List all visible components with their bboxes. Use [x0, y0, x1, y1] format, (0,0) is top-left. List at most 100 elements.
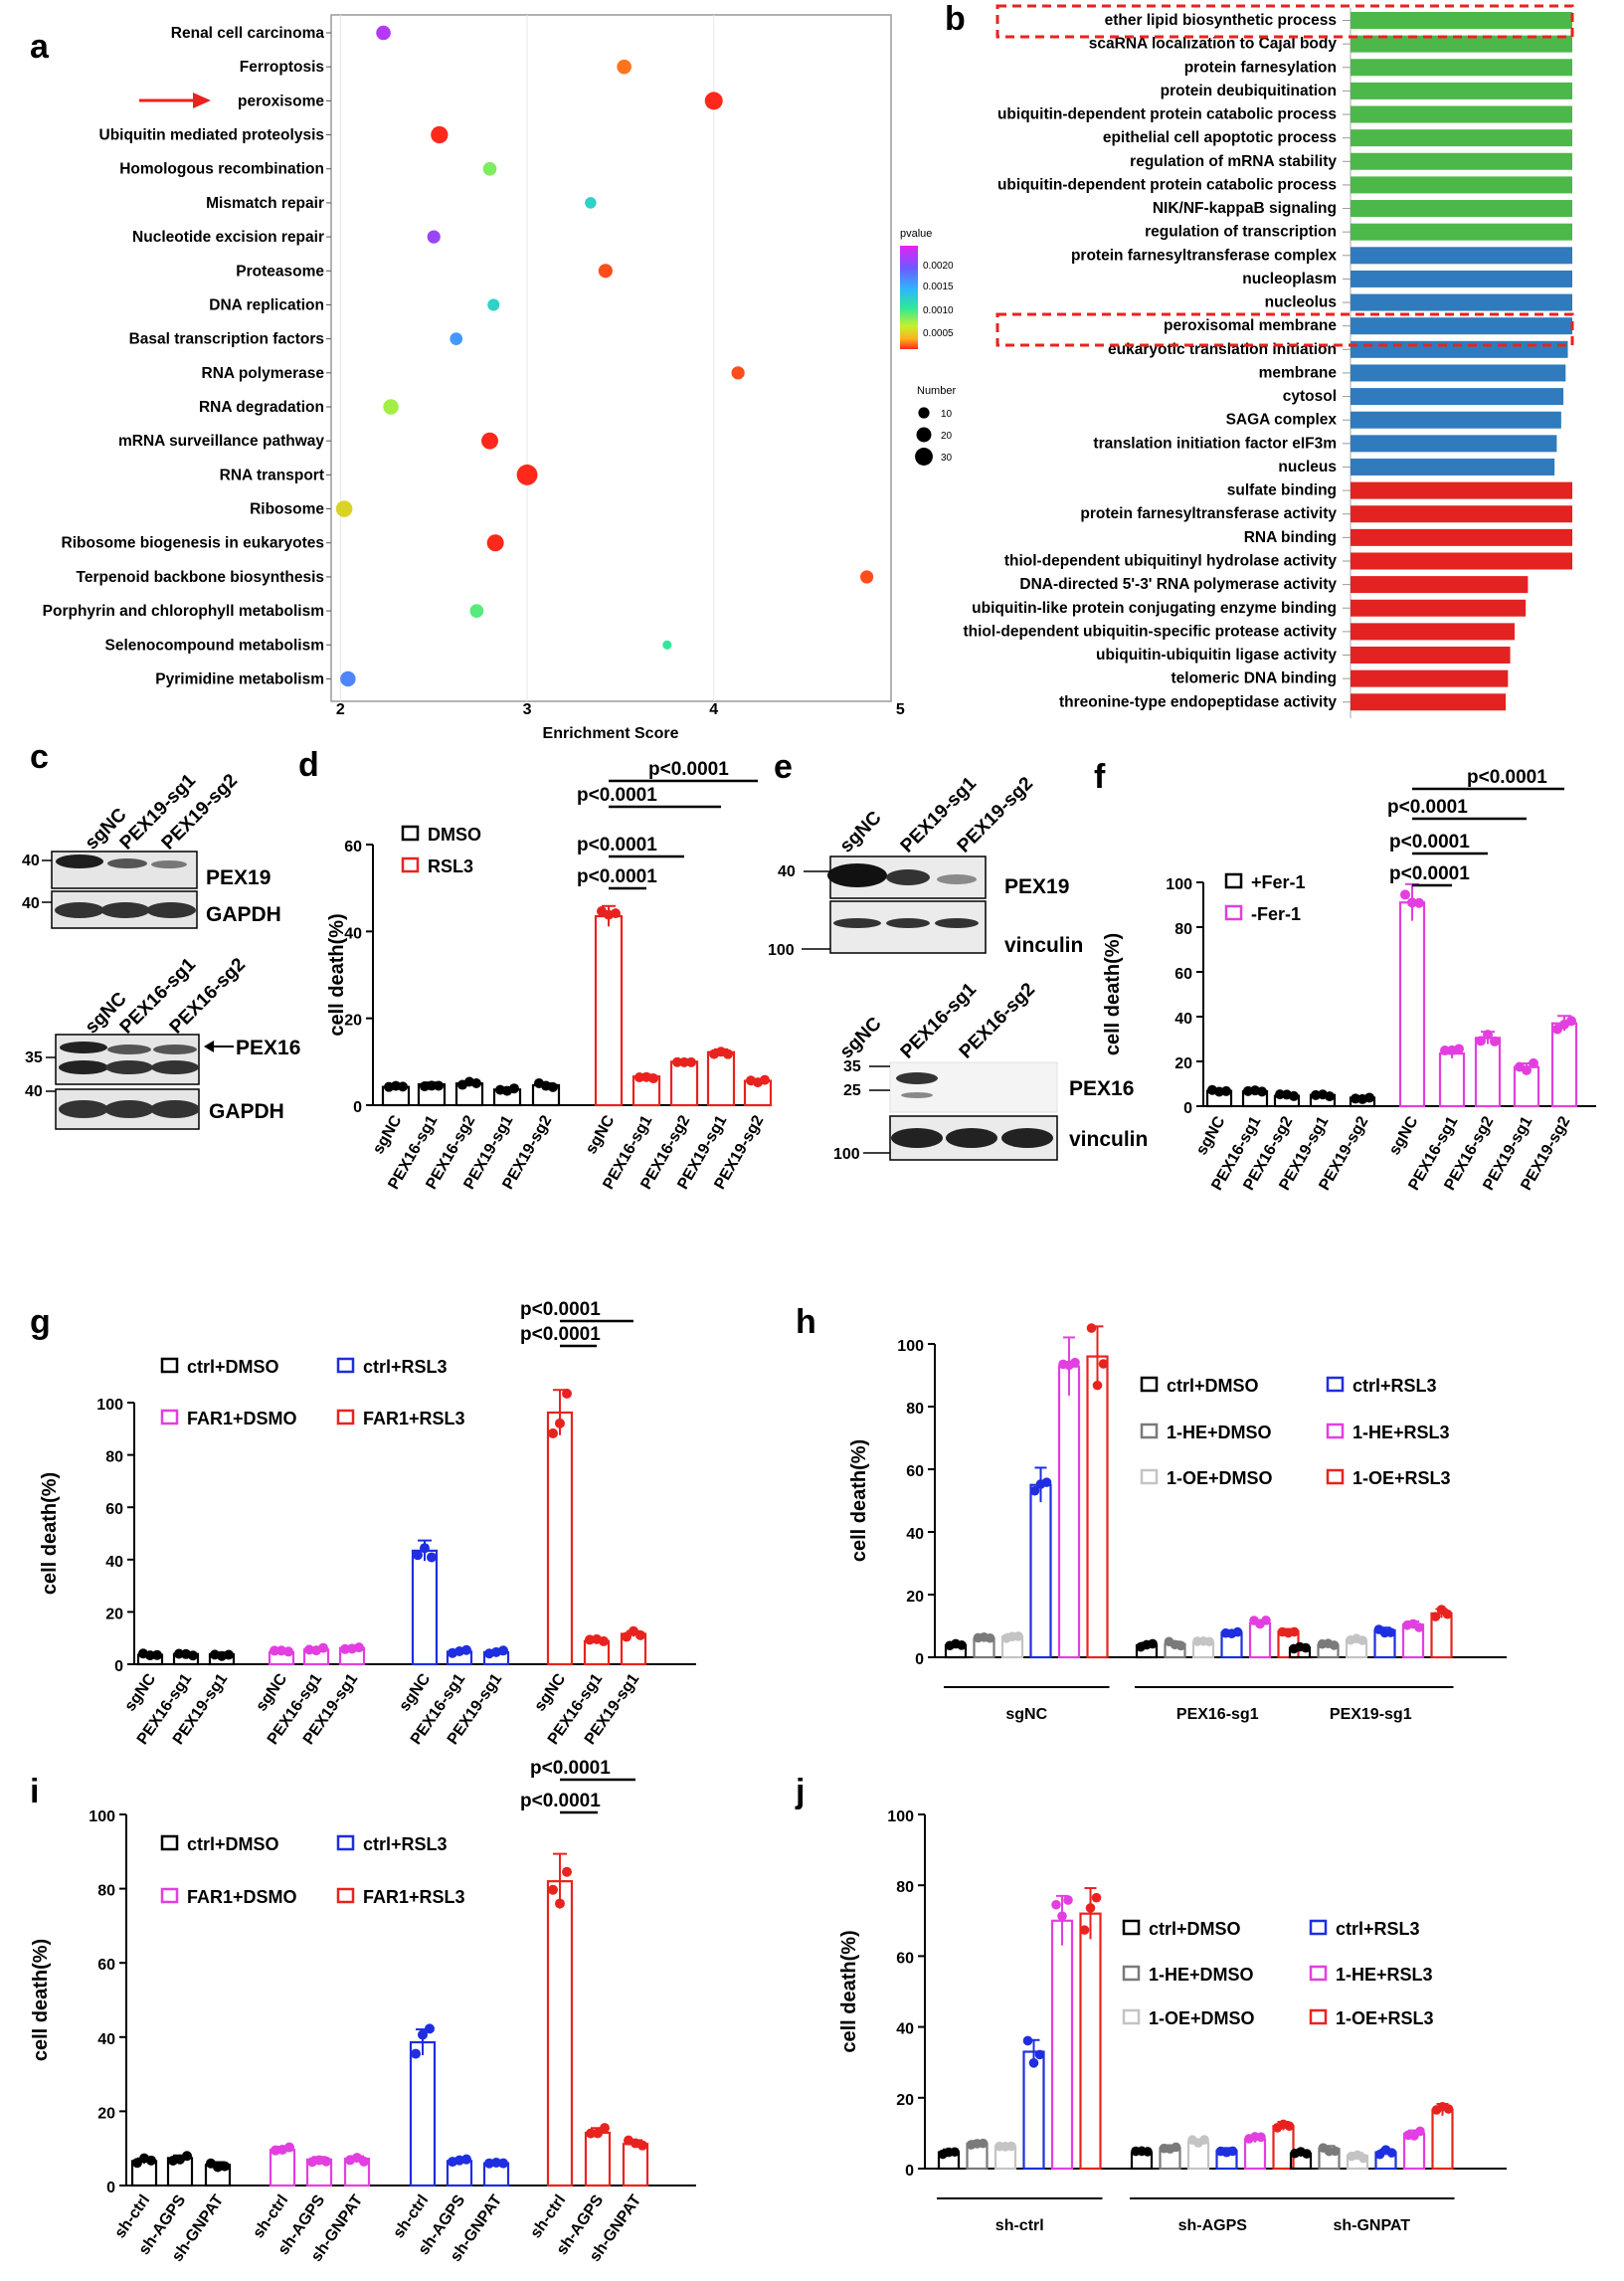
replicate-point: [1415, 2126, 1425, 2137]
band: [153, 1045, 197, 1054]
legend-label: ctrl+RSL3: [1353, 1376, 1437, 1396]
legend-label: ctrl+DMSO: [1167, 1376, 1259, 1396]
band: [886, 918, 930, 928]
replicate-point: [1070, 1357, 1080, 1368]
category-label: Nucleotide excision repair: [132, 229, 324, 246]
replicate-point: [1430, 1612, 1441, 1621]
replicate-point: [1442, 1609, 1453, 1619]
y-axis-label: cell death(%): [1102, 933, 1124, 1055]
legend-swatch: [1224, 872, 1243, 889]
replicate-point: [1221, 1085, 1231, 1096]
go-term-label: ubiquitin-ubiquitin ligase activity: [1096, 647, 1337, 664]
replicate-point: [1143, 2147, 1153, 2157]
dot-rna-transport: [516, 464, 538, 485]
replicate-point: [1034, 2049, 1045, 2060]
bar: [669, 1060, 699, 1107]
category-label: sgNC: [1386, 1113, 1422, 1158]
group-label: PEX19-sg1: [1330, 1706, 1412, 1723]
legend-label: 1-OE+DMSO: [1167, 1468, 1273, 1488]
replicate-point: [427, 1080, 437, 1091]
band-name: PEX19: [206, 866, 271, 889]
spacer: [890, 1056, 891, 1057]
y-tick-label: 80: [97, 1883, 115, 1900]
y-tick-label: 20: [896, 2092, 914, 2109]
y-axis-label: cell death(%): [326, 913, 348, 1036]
legend-swatch: [336, 1887, 355, 1904]
replicate-point: [957, 1640, 967, 1650]
y-tick-label: 100: [897, 1338, 924, 1355]
go-term-label: protein farnesyltransferase complex: [1071, 247, 1337, 264]
y-tick-label: 80: [105, 1449, 123, 1466]
replicate-point: [1227, 2146, 1238, 2157]
category-label: sgNC: [121, 1670, 159, 1714]
bar: [1029, 1483, 1052, 1659]
category-label: mRNA surveillance pathway: [118, 433, 324, 450]
band: [946, 1128, 997, 1148]
replicate-point: [1483, 1030, 1493, 1041]
y-tick-label: 20: [97, 2105, 115, 2122]
legend-label: 1-HE+RSL3: [1336, 1965, 1433, 1985]
go-bar: [1351, 388, 1564, 406]
p-value-label: p<0.0001: [520, 1791, 601, 1811]
replicate-point: [498, 1645, 508, 1656]
replicate-point: [1091, 1892, 1102, 1903]
replicate-point: [270, 1645, 279, 1656]
legend-label: RSL3: [428, 856, 473, 876]
y-tick-label: 20: [105, 1606, 123, 1622]
replicate-point: [1284, 2121, 1295, 2132]
legend-swatch: [160, 1887, 179, 1904]
legend-label: +Fer-1: [1251, 872, 1306, 892]
bar: [706, 1050, 736, 1107]
category-label: sgNC: [1193, 1113, 1229, 1158]
category-label: Ribosome: [250, 501, 324, 518]
go-term-label: thiol-dependent ubiquitinyl hydrolase ac…: [1004, 552, 1338, 569]
category-label: Terpenoid backbone biosynthesis: [77, 569, 324, 586]
legend-label: FAR1+DSMO: [187, 1887, 297, 1907]
y-tick-label: 40: [97, 2031, 115, 2048]
replicate-point: [188, 1650, 198, 1661]
category-label: peroxisome: [238, 93, 324, 109]
highlight-box-ether-lipid: [995, 4, 1574, 39]
y-tick-label: 0: [905, 2163, 914, 2180]
legend-swatch: [1140, 1423, 1159, 1439]
replicate-point: [1041, 1477, 1052, 1487]
legend-swatch: [1326, 1423, 1345, 1439]
lane-label: sgNC: [836, 1013, 886, 1062]
category-label: DNA replication: [209, 296, 324, 313]
band-name: vinculin: [1004, 934, 1083, 957]
replicate-point: [182, 2151, 192, 2162]
bar: [1243, 2138, 1267, 2171]
y-tick-label: 0: [1183, 1100, 1192, 1117]
bar: [546, 1411, 574, 1666]
y-tick-label: 20: [1174, 1055, 1192, 1072]
dot-mismatch-repair: [585, 197, 597, 209]
p-value-label: p<0.0001: [1387, 797, 1468, 818]
go-term-label: scaRNA localization to Cajal body: [1089, 36, 1338, 53]
category-label: sgNC: [583, 1112, 619, 1157]
replicate-point: [152, 1649, 162, 1660]
legend-swatch: [401, 856, 420, 873]
replicate-point: [555, 1898, 565, 1909]
go-term-label: protein farnesylation: [1184, 59, 1337, 76]
replicate-point: [461, 2154, 471, 2165]
bar: [1431, 2108, 1454, 2171]
bar: [622, 2143, 649, 2187]
category-label: Basal transcription factors: [129, 331, 324, 348]
legend-swatch: [1326, 1376, 1345, 1393]
marker-label: 40: [778, 863, 796, 880]
go-term-label: translation initiation factor eIF3m: [1093, 435, 1337, 452]
replicate-point: [509, 1083, 519, 1094]
marker-label: 40: [22, 895, 40, 912]
bar: [594, 914, 624, 1107]
legend-swatch: [160, 1834, 179, 1851]
blot-e-pex19: sgNC PEX19-sg1 PEX19-sg2 40 100 PEX19 vi…: [768, 773, 1083, 959]
dot-terpenoid-backbone-biosynthesis: [860, 570, 874, 584]
category-label: Porphyrin and chlorophyll metabolism: [43, 603, 324, 620]
replicate-point: [1232, 1626, 1243, 1637]
p-value-label: p<0.0001: [577, 785, 657, 806]
band-name: GAPDH: [206, 903, 281, 926]
y-tick-label: 40: [105, 1554, 123, 1571]
legend-swatch: [1309, 1965, 1328, 1982]
x-tick-label: 5: [896, 701, 905, 718]
